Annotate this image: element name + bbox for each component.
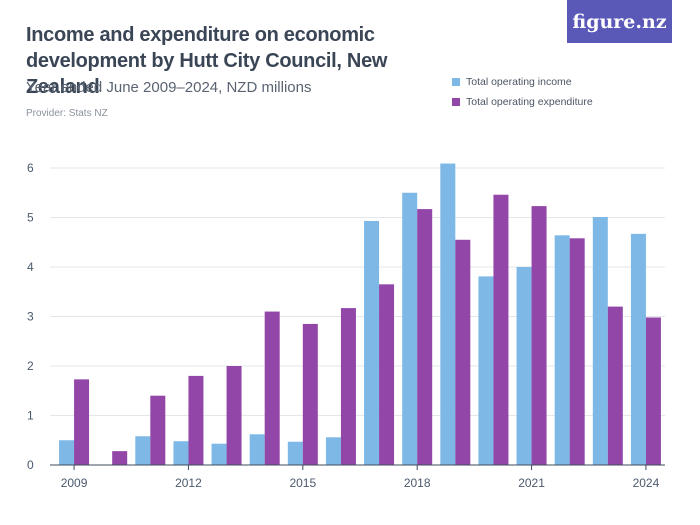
bar-income-2012 (173, 441, 189, 465)
chart-title: Income and expenditure on economic devel… (26, 24, 388, 98)
legend-label-income: Total operating income (466, 76, 572, 88)
bar-income-2011 (135, 436, 151, 465)
provider-note: Provider: Stats NZ (26, 108, 108, 119)
bar-income-2013 (211, 443, 227, 465)
bar-expenditure-2010 (112, 451, 128, 465)
y-axis-ticks: 0 1 2 3 4 5 6 (27, 161, 34, 472)
bar-expenditure-2012 (188, 375, 204, 465)
y-tick-label-5: 5 (27, 211, 34, 225)
bar-expenditure-2022 (569, 238, 585, 465)
bar-expenditure-2019 (455, 239, 471, 465)
bar-expenditure-2015 (302, 323, 318, 465)
bar-expenditure-2023 (607, 306, 623, 465)
x-axis-ticks: 2009 2012 2015 2018 2021 2024 (61, 465, 660, 490)
legend-label-expenditure: Total operating expenditure (466, 96, 593, 108)
bar-income-2015 (287, 441, 303, 465)
x-tick-label-2021: 2021 (518, 476, 545, 490)
y-tick-label-1: 1 (27, 409, 34, 423)
bar-income-2014 (249, 434, 265, 465)
bar-income-2017 (364, 220, 380, 465)
legend-swatch-expenditure (452, 98, 460, 106)
bar-expenditure-2020 (493, 194, 509, 466)
bar-income-2019 (440, 163, 456, 466)
bar-expenditure-2016 (340, 308, 356, 465)
bar-expenditure-2021 (531, 206, 547, 466)
bar-income-2016 (325, 437, 341, 465)
bar-expenditure-2013 (226, 366, 242, 465)
bar-expenditure-2011 (150, 395, 166, 465)
bar-income-2024 (630, 233, 646, 465)
y-tick-label-3: 3 (27, 310, 34, 324)
chart-legend: Total operating income Total operating e… (452, 72, 593, 112)
bar-expenditure-2014 (264, 311, 280, 465)
y-tick-label-0: 0 (27, 458, 34, 472)
legend-item-income: Total operating income (452, 72, 593, 92)
x-tick-label-2015: 2015 (289, 476, 316, 490)
x-tick-label-2009: 2009 (61, 476, 88, 490)
y-tick-label-2: 2 (27, 359, 34, 373)
bars (59, 163, 661, 466)
bar-expenditure-2009 (74, 379, 90, 466)
x-tick-label-2018: 2018 (404, 476, 431, 490)
bar-income-2009 (59, 440, 75, 465)
legend-swatch-income (452, 78, 460, 86)
y-tick-label-6: 6 (27, 161, 34, 175)
bar-expenditure-2017 (379, 284, 395, 465)
brand-logo[interactable]: figure.nz (567, 0, 672, 43)
bar-income-2022 (554, 235, 570, 465)
x-tick-label-2024: 2024 (633, 476, 660, 490)
bar-income-2023 (592, 217, 608, 465)
bar-expenditure-2024 (645, 317, 661, 465)
legend-item-expenditure: Total operating expenditure (452, 92, 593, 112)
y-tick-label-4: 4 (27, 260, 34, 274)
x-tick-label-2012: 2012 (175, 476, 202, 490)
bar-income-2018 (402, 192, 418, 465)
chart-subtitle: Year ended June 2009–2024, NZD millions (26, 79, 312, 96)
bar-income-2021 (516, 267, 532, 465)
bar-expenditure-2018 (417, 209, 433, 465)
bar-income-2020 (478, 276, 494, 465)
